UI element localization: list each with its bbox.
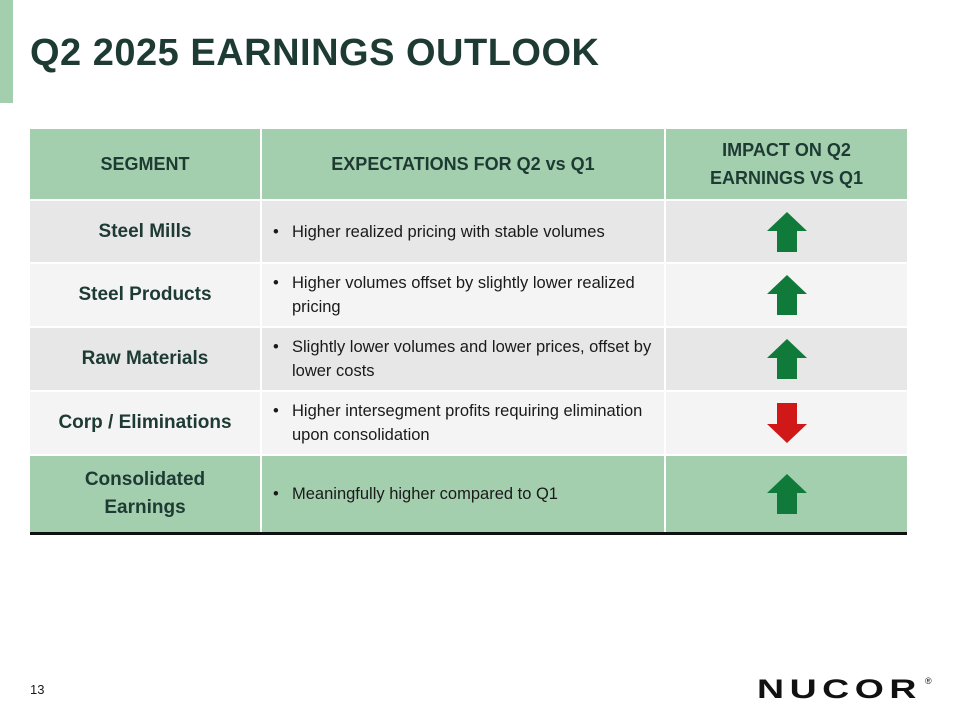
header-impact-line1: IMPACT ON Q2 xyxy=(722,140,851,160)
impact-cell xyxy=(665,327,907,392)
expectation-cell: • Higher intersegment profits requiring e… xyxy=(261,391,666,456)
expectation-cell: • Higher volumes offset by slightly lower… xyxy=(261,263,666,328)
bullet-icon: • xyxy=(273,402,279,420)
expectation-cell: • Higher realized pricing with stable vol… xyxy=(261,199,666,264)
expectation-text: Higher realized pricing with stable volu… xyxy=(292,222,605,241)
segment-cell: Corp / Eliminations xyxy=(30,391,262,456)
earnings-outlook-table: SEGMENT EXPECTATIONS FOR Q2 vs Q1 IMPACT… xyxy=(30,129,907,535)
total-segment-line2: Earnings xyxy=(104,497,186,518)
header-impact-line2: EARNINGS VS Q1 xyxy=(709,168,864,188)
expectation-text: Higher intersegment profits requiring el… xyxy=(292,402,643,444)
nucor-logo: NUCOR ® xyxy=(757,674,932,702)
bullet-icon: • xyxy=(273,222,279,241)
title-accent-bar xyxy=(0,0,13,103)
segment-cell: Steel Products xyxy=(30,263,262,328)
bullet-icon: • xyxy=(273,338,279,356)
arrow-down-icon xyxy=(766,403,807,443)
registered-mark-icon: ® xyxy=(925,676,932,686)
arrow-up-icon xyxy=(766,275,807,315)
impact-cell xyxy=(665,391,907,456)
table-row: Corp / Eliminations • Higher intersegment… xyxy=(30,391,907,456)
logo-wordmark: NUCOR xyxy=(757,674,922,702)
header-expectations: EXPECTATIONS FOR Q2 vs Q1 xyxy=(261,129,666,200)
segment-cell: Raw Materials xyxy=(30,327,262,392)
bullet-icon: • xyxy=(273,274,279,292)
header-segment: SEGMENT xyxy=(30,129,262,200)
table-row: Steel Mills • Higher realized pricing wit… xyxy=(30,199,907,264)
segment-cell: Steel Mills xyxy=(30,199,262,264)
expectation-text: Slightly lower volumes and lower prices,… xyxy=(292,338,652,380)
expectation-cell: • Meaningfully higher compared to Q1 xyxy=(261,455,666,535)
expectation-cell: • Slightly lower volumes and lower prices… xyxy=(261,327,666,392)
page-title: Q2 2025 EARNINGS OUTLOOK xyxy=(30,32,600,74)
expectation-text: Meaningfully higher compared to Q1 xyxy=(292,485,558,503)
expectation-text: Higher volumes offset by slightly lower … xyxy=(292,274,635,316)
page-number: 13 xyxy=(30,682,45,697)
bullet-icon: • xyxy=(273,485,279,503)
arrow-up-icon xyxy=(766,339,807,379)
header-impact: IMPACT ON Q2 EARNINGS VS Q1 xyxy=(665,129,907,200)
impact-cell xyxy=(665,455,907,535)
table-row: Steel Products • Higher volumes offset by… xyxy=(30,263,907,328)
arrow-up-icon xyxy=(766,474,807,514)
table-header-row: SEGMENT EXPECTATIONS FOR Q2 vs Q1 IMPACT… xyxy=(30,129,907,200)
segment-cell: Consolidated Earnings xyxy=(30,455,262,535)
arrow-up-icon xyxy=(766,211,807,252)
impact-cell xyxy=(665,263,907,328)
total-segment-line1: Consolidated xyxy=(84,469,206,490)
table-row: Raw Materials • Slightly lower volumes an… xyxy=(30,327,907,392)
table-total-row: Consolidated Earnings • Meaningfully high… xyxy=(30,455,907,535)
impact-cell xyxy=(665,199,907,264)
